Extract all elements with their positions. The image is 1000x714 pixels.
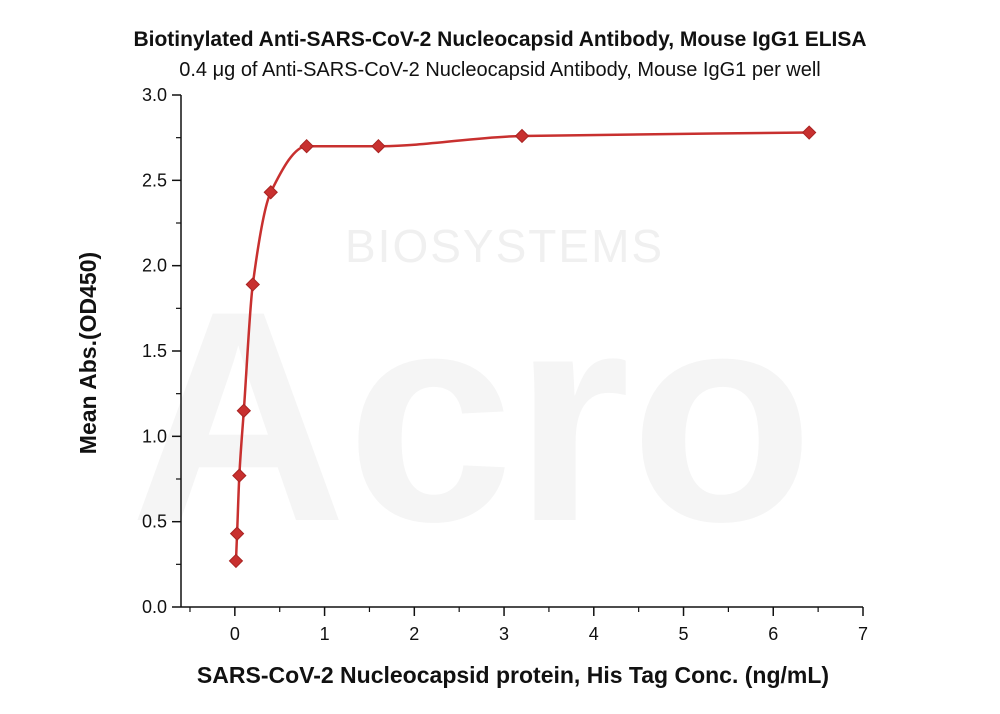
data-point — [232, 468, 247, 483]
x-tick-label: 1 — [320, 624, 330, 644]
data-point — [514, 128, 530, 144]
data-point — [228, 553, 244, 569]
watermark: Acro BIOSYSTEMS — [130, 220, 814, 584]
data-point — [299, 138, 314, 154]
data-point — [236, 403, 252, 418]
x-tick-label: 0 — [230, 624, 240, 644]
x-tick-label: 4 — [589, 624, 599, 644]
data-point — [229, 526, 245, 541]
data-points — [228, 125, 817, 569]
x-tick-label: 7 — [858, 624, 868, 644]
y-tick-label: 2.5 — [142, 170, 167, 190]
x-axis-label: SARS-CoV-2 Nucleocapsid protein, His Tag… — [197, 662, 829, 688]
x-tick-label: 6 — [768, 624, 778, 644]
data-point — [245, 277, 260, 292]
y-tick-label: 1.0 — [142, 426, 167, 446]
x-tick-label: 2 — [409, 624, 419, 644]
x-tick-label: 5 — [679, 624, 689, 644]
y-tick-label: 1.5 — [142, 341, 167, 361]
data-point — [801, 125, 817, 140]
y-tick-label: 0.0 — [142, 597, 167, 617]
y-tick-label: 3.0 — [142, 85, 167, 105]
data-point — [263, 185, 278, 200]
y-tick-label: 2.0 — [142, 256, 167, 276]
data-point — [371, 138, 386, 154]
x-tick-label: 3 — [499, 624, 509, 644]
chart-title: Biotinylated Anti-SARS-CoV-2 Nucleocapsi… — [133, 28, 866, 51]
y-tick-label: 0.5 — [142, 512, 167, 532]
chart-subtitle: 0.4 μg of Anti-SARS-CoV-2 Nucleocapsid A… — [179, 59, 820, 81]
axes: 0.0 0.5 1.0 1.5 2.0 2.5 3.0 0 1 2 3 4 5 6 7 — [142, 85, 868, 644]
watermark-text: BIOSYSTEMS — [345, 220, 664, 272]
y-axis-label: Mean Abs.(OD450) — [75, 252, 101, 454]
